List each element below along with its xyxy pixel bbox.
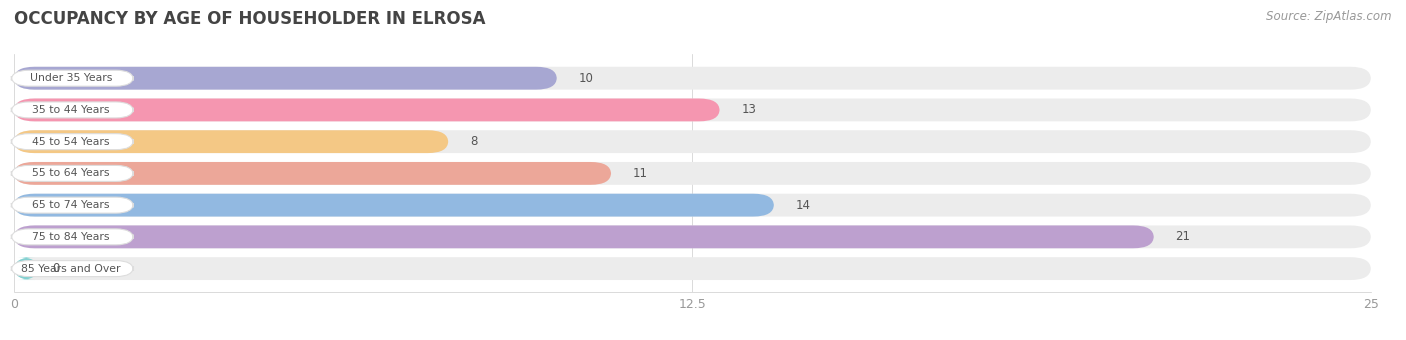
Text: OCCUPANCY BY AGE OF HOUSEHOLDER IN ELROSA: OCCUPANCY BY AGE OF HOUSEHOLDER IN ELROS… <box>14 10 485 28</box>
Text: 0: 0 <box>52 262 59 275</box>
FancyBboxPatch shape <box>14 99 720 121</box>
Text: 14: 14 <box>796 199 811 211</box>
Text: 21: 21 <box>1175 231 1191 243</box>
FancyBboxPatch shape <box>14 99 1371 121</box>
Text: 65 to 74 Years: 65 to 74 Years <box>32 200 110 210</box>
Text: 55 to 64 Years: 55 to 64 Years <box>32 168 110 179</box>
FancyBboxPatch shape <box>14 225 1154 248</box>
Text: 13: 13 <box>741 103 756 116</box>
FancyBboxPatch shape <box>14 67 1371 90</box>
FancyBboxPatch shape <box>14 257 1371 280</box>
Text: Source: ZipAtlas.com: Source: ZipAtlas.com <box>1267 10 1392 23</box>
FancyBboxPatch shape <box>14 194 773 217</box>
FancyBboxPatch shape <box>14 130 449 153</box>
FancyBboxPatch shape <box>11 229 134 245</box>
FancyBboxPatch shape <box>14 130 1371 153</box>
Text: 35 to 44 Years: 35 to 44 Years <box>32 105 110 115</box>
FancyBboxPatch shape <box>14 225 1371 248</box>
FancyBboxPatch shape <box>11 165 134 182</box>
FancyBboxPatch shape <box>11 197 134 213</box>
Text: 75 to 84 Years: 75 to 84 Years <box>32 232 110 242</box>
FancyBboxPatch shape <box>14 67 557 90</box>
FancyBboxPatch shape <box>11 260 134 277</box>
FancyBboxPatch shape <box>14 162 1371 185</box>
FancyBboxPatch shape <box>11 70 134 86</box>
FancyBboxPatch shape <box>14 257 38 280</box>
Text: 45 to 54 Years: 45 to 54 Years <box>32 137 110 147</box>
Text: 11: 11 <box>633 167 648 180</box>
FancyBboxPatch shape <box>14 162 612 185</box>
Text: 85 Years and Over: 85 Years and Over <box>21 264 121 274</box>
FancyBboxPatch shape <box>11 102 134 118</box>
FancyBboxPatch shape <box>14 194 1371 217</box>
Text: 10: 10 <box>578 72 593 85</box>
Text: 8: 8 <box>470 135 477 148</box>
Text: Under 35 Years: Under 35 Years <box>30 73 112 83</box>
FancyBboxPatch shape <box>11 134 134 150</box>
